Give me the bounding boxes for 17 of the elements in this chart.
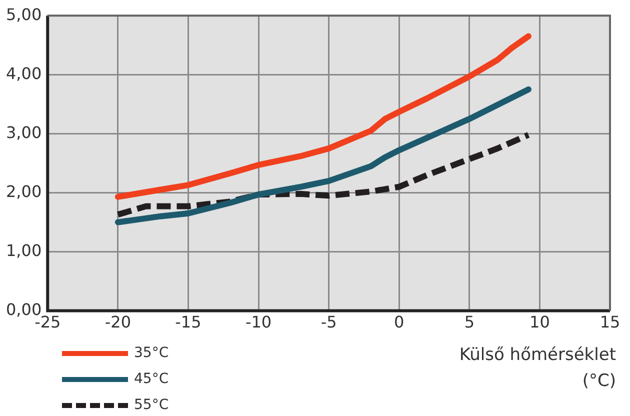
x-tick-label: -10	[245, 312, 272, 332]
x-axis-title: Külső hőmérséklet (°C)	[458, 344, 616, 393]
y-tick-label: 3,00	[6, 122, 42, 142]
y-tick-label: 4,00	[6, 64, 42, 83]
y-tick-label: 5,00	[6, 4, 42, 24]
y-tick-label: 1,00	[6, 240, 42, 260]
x-tick-label: -15	[175, 312, 202, 332]
legend-label: 35°C	[134, 345, 169, 361]
legend-label: 45°C	[134, 371, 169, 387]
x-tick-label: 15	[600, 312, 620, 332]
x-tick-label: 0	[394, 312, 404, 332]
x-tick-label: -5	[320, 312, 337, 332]
x-tick-label: 5	[464, 312, 474, 332]
legend-label: 55°C	[134, 397, 169, 413]
x-tick-label: -20	[104, 312, 131, 332]
x-tick-label: 10	[530, 312, 550, 332]
y-tick-label: 2,00	[6, 182, 42, 201]
